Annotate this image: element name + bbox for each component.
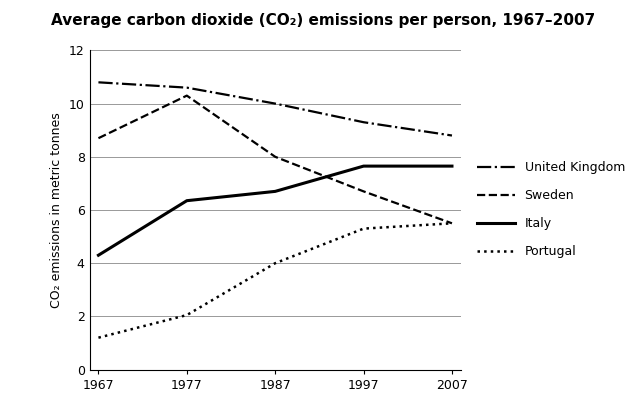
- Italy: [448, 163, 456, 168]
- Portugal: [271, 261, 279, 266]
- Line: Italy: Italy: [99, 166, 452, 255]
- Text: Average carbon dioxide (CO₂) emissions per person, 1967–2007: Average carbon dioxide (CO₂) emissions p…: [51, 13, 595, 28]
- Italy: [271, 189, 279, 194]
- Sweden: [448, 221, 456, 226]
- United Kingdom: [360, 120, 367, 125]
- Portugal: [360, 226, 367, 231]
- United Kingdom: [183, 85, 191, 90]
- Line: United Kingdom: United Kingdom: [99, 82, 452, 136]
- United Kingdom: [95, 80, 102, 85]
- Line: Portugal: Portugal: [99, 223, 452, 338]
- Italy: [95, 253, 102, 258]
- Y-axis label: CO₂ emissions in metric tonnes: CO₂ emissions in metric tonnes: [51, 112, 63, 308]
- Italy: [183, 198, 191, 203]
- Portugal: [183, 312, 191, 318]
- Sweden: [95, 136, 102, 141]
- United Kingdom: [271, 101, 279, 106]
- United Kingdom: [448, 133, 456, 138]
- Portugal: [448, 221, 456, 226]
- Line: Sweden: Sweden: [99, 96, 452, 223]
- Sweden: [360, 189, 367, 194]
- Sweden: [271, 154, 279, 159]
- Legend: United Kingdom, Sweden, Italy, Portugal: United Kingdom, Sweden, Italy, Portugal: [471, 155, 631, 265]
- Italy: [360, 163, 367, 168]
- Sweden: [183, 93, 191, 98]
- Portugal: [95, 335, 102, 340]
